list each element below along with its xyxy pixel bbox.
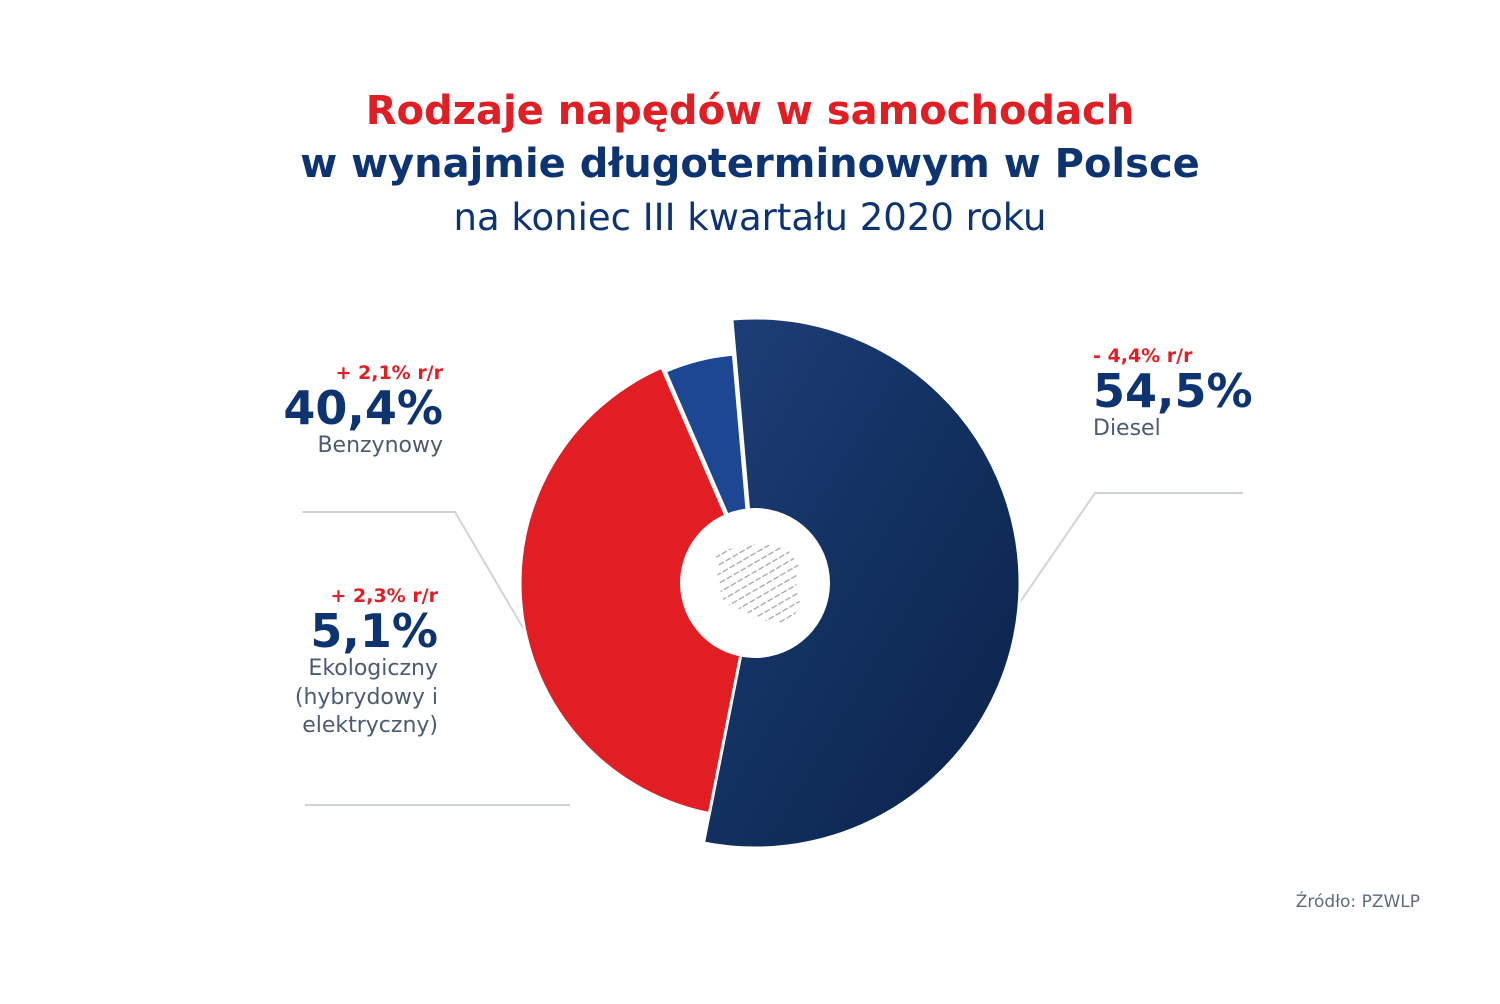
- chart-title-line1: Rodzaje napędów w samochodach: [365, 88, 1135, 134]
- diesel-connector-line: [1004, 492, 1243, 625]
- benzynowy-change: + 2,1% r/r: [335, 362, 443, 384]
- chart-subtitle: na koniec III kwartału 2020 roku: [453, 196, 1047, 239]
- ekologiczny-name-line2: (hybrydowy i: [294, 684, 438, 710]
- poland-map-icon: [716, 544, 801, 624]
- diesel-change: - 4,4% r/r: [1093, 345, 1193, 367]
- benzynowy-value: 40,4%: [283, 381, 443, 435]
- slice-benzynowy: [518, 365, 757, 816]
- diesel-value: 54,5%: [1093, 364, 1253, 418]
- ekologiczny-name-line3: elektryczny): [302, 713, 438, 739]
- ekologiczny-change: + 2,3% r/r: [330, 585, 438, 607]
- slice-diesel: [701, 316, 1022, 850]
- label-ekologiczny: + 2,3% r/r 5,1% Ekologiczny (hybrydowy i…: [295, 585, 438, 741]
- ekologiczny-value: 5,1%: [310, 604, 438, 658]
- benzynowy-connector-line: [302, 511, 537, 651]
- ekologiczny-name-line1: Ekologiczny: [308, 656, 438, 682]
- benzynowy-name: Benzynowy: [317, 433, 443, 459]
- label-benzynowy: + 2,1% r/r 40,4% Benzynowy: [283, 362, 443, 461]
- source-note: Źródło: PZWLP: [1295, 892, 1420, 912]
- label-diesel: - 4,4% r/r 54,5% Diesel: [1093, 345, 1253, 444]
- diesel-name: Diesel: [1093, 416, 1161, 442]
- chart-title-line2: w wynajmie długoterminowym w Polsce: [300, 141, 1200, 187]
